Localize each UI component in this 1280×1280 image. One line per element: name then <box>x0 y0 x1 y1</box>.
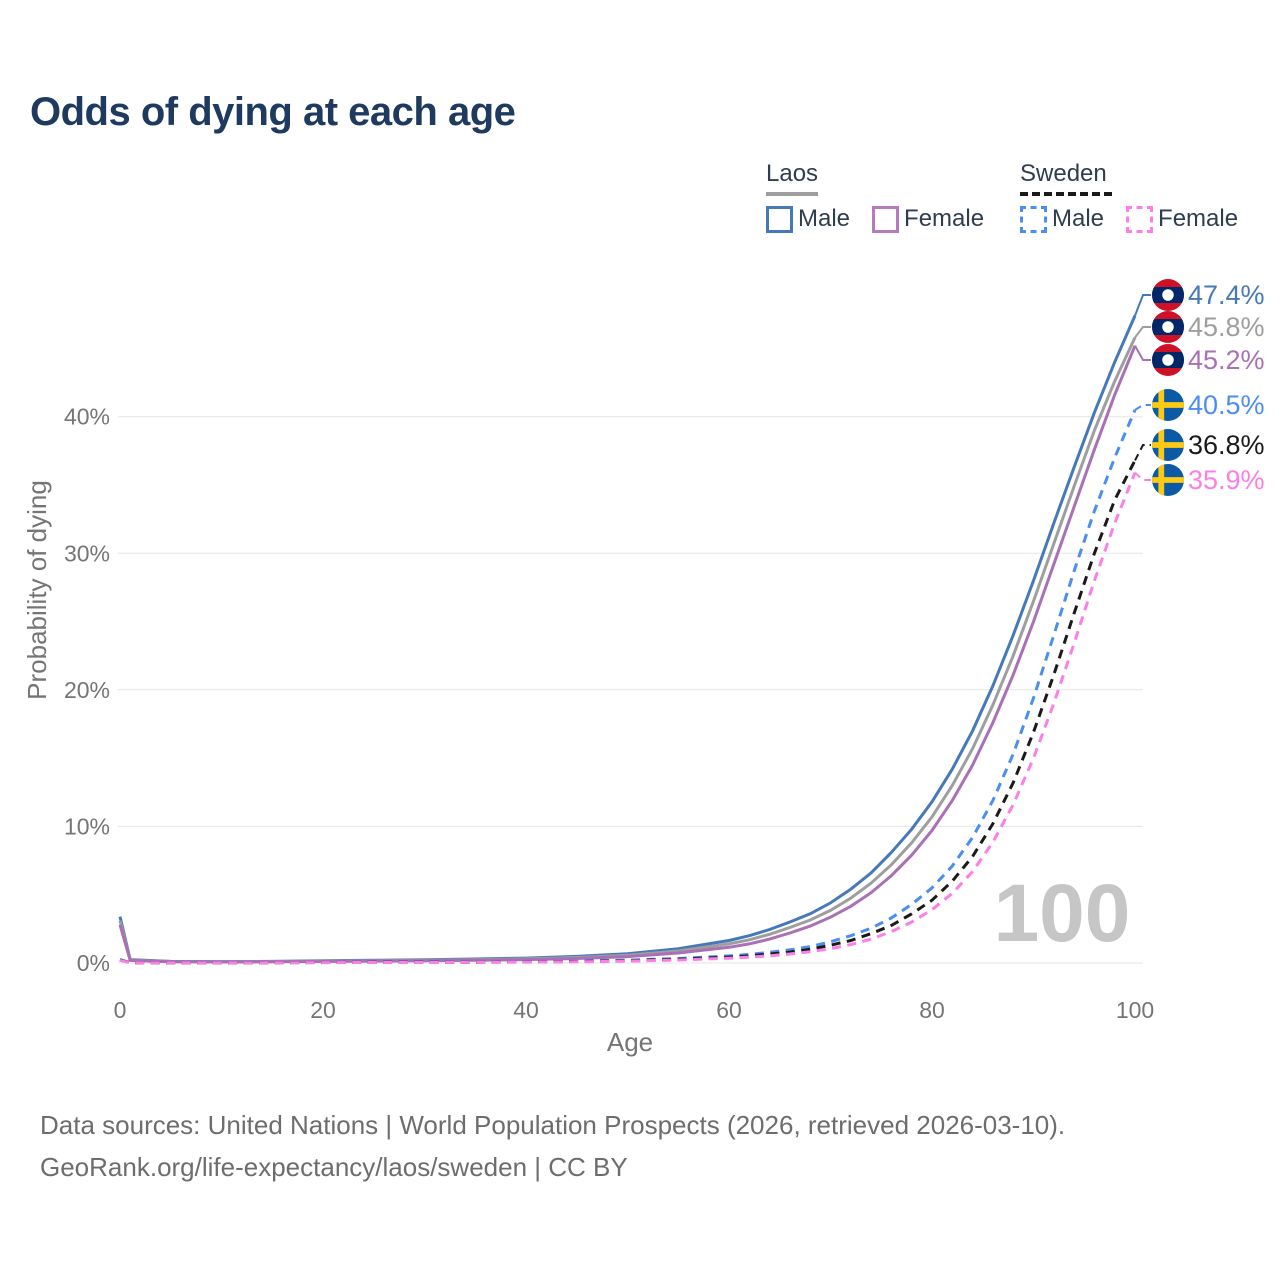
legend-item-label: Male <box>798 205 851 232</box>
laos-flag-icon <box>1152 311 1184 343</box>
x-tick-label: 0 <box>114 997 127 1023</box>
sweden-female-swatch <box>1126 205 1154 233</box>
legend-group-sweden-title: Sweden <box>1020 160 1107 187</box>
y-tick-label: 0% <box>77 950 110 976</box>
label-connector-sweden-female <box>1134 471 1151 481</box>
series-line-sweden-male <box>119 409 1137 965</box>
laos-flag-icon <box>1152 279 1184 311</box>
legend-group-laos: Laos Male Female <box>766 160 984 233</box>
y-tick-label: 30% <box>64 540 110 566</box>
end-label-sweden-male: 40.5% <box>1188 390 1265 420</box>
chart-footer: Data sources: United Nations | World Pop… <box>40 1104 1065 1188</box>
sweden-flag-icon <box>1152 389 1184 421</box>
watermark-age-100: 100 <box>994 868 1131 959</box>
label-connector-laos-female <box>1134 345 1151 361</box>
series-line-sweden-female <box>119 472 1137 965</box>
series-line-laos-both <box>118 336 1137 964</box>
series-line-sweden-both <box>119 459 1137 965</box>
x-tick-label: 20 <box>310 997 336 1023</box>
x-tick-label: 60 <box>716 997 742 1023</box>
laos-flag-icon <box>1152 344 1184 376</box>
x-tick-label: 80 <box>919 997 945 1023</box>
legend-item-laos-female[interactable]: Female <box>872 205 984 233</box>
page-title: Odds of dying at each age <box>30 90 516 134</box>
legend-group-laos-title: Laos <box>766 160 819 187</box>
y-axis-title: Probability of dying <box>22 480 52 700</box>
legend-item-laos-male[interactable]: Male <box>766 205 850 233</box>
label-connector-laos-male <box>1134 294 1151 316</box>
end-label-laos-both: 45.8% <box>1188 312 1265 342</box>
end-label-laos-male: 47.4% <box>1188 280 1265 310</box>
end-label-sweden-both: 36.8% <box>1188 430 1265 460</box>
label-connector-sweden-both <box>1134 444 1151 461</box>
legend-group-sweden: Sweden Male Female <box>1020 160 1238 233</box>
series-line-laos-female <box>118 345 1137 964</box>
series-line-laos-male <box>118 314 1137 964</box>
y-tick-label: 10% <box>64 813 110 839</box>
end-label-laos-female: 45.2% <box>1188 345 1265 375</box>
laos-female-swatch <box>872 205 900 233</box>
label-connector-sweden-male <box>1134 404 1151 411</box>
x-axis-title: Age <box>607 1027 653 1057</box>
y-tick-label: 40% <box>64 404 110 430</box>
legend-item-sweden-male[interactable]: Male <box>1020 205 1104 233</box>
sweden-flag-icon <box>1152 429 1184 461</box>
laos-line-style-swatch <box>766 192 818 196</box>
legend-item-label: Female <box>904 205 985 232</box>
end-label-sweden-female: 35.9% <box>1188 465 1265 495</box>
legend-item-label: Male <box>1052 205 1105 232</box>
attribution-line: GeoRank.org/life-expectancy/laos/sweden … <box>40 1152 628 1182</box>
y-tick-label: 20% <box>64 677 110 703</box>
sweden-flag-icon <box>1152 464 1184 496</box>
sweden-line-style-swatch <box>1020 192 1112 196</box>
x-tick-label: 40 <box>513 997 539 1023</box>
sweden-male-swatch <box>1020 205 1047 233</box>
legend-item-sweden-female[interactable]: Female <box>1126 205 1238 233</box>
laos-male-swatch <box>766 205 793 233</box>
label-connector-laos-both <box>1134 326 1151 339</box>
x-tick-label: 100 <box>1116 997 1154 1023</box>
data-sources-line: Data sources: United Nations | World Pop… <box>40 1110 1066 1140</box>
legend-item-label: Female <box>1158 205 1239 232</box>
